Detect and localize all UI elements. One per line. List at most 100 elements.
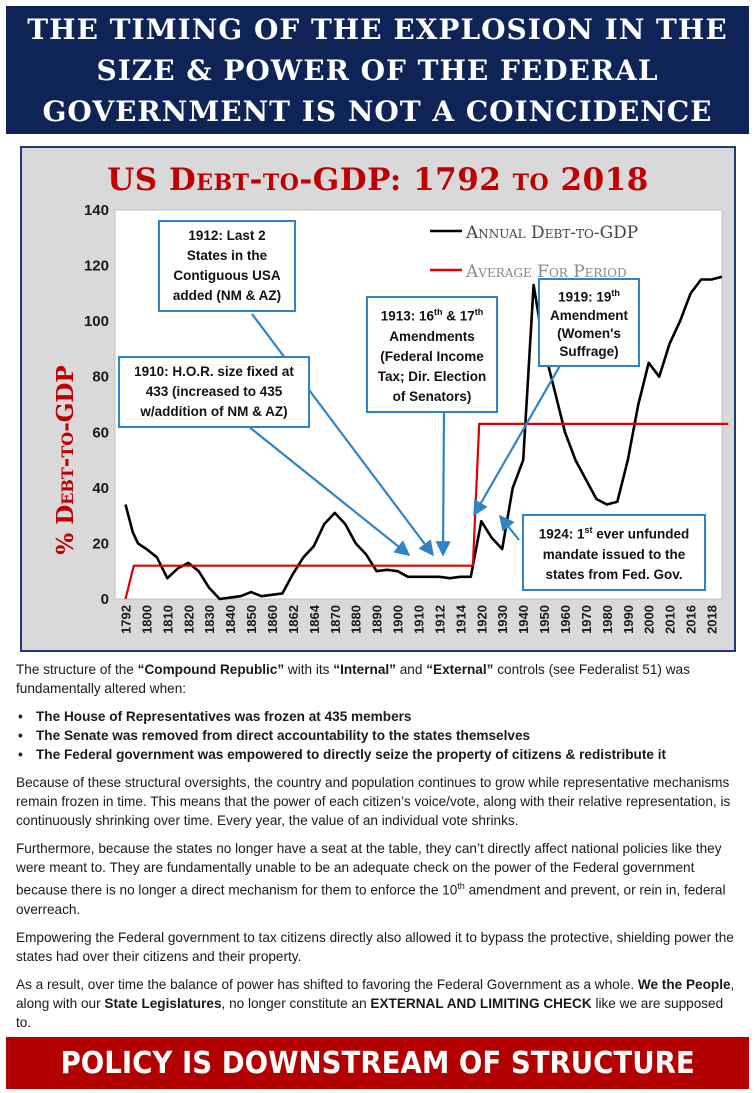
x-tick-label: 1792 [118,605,133,634]
intro-text: and [395,662,427,677]
callout-1924-text: 1924: 1 [538,526,585,542]
x-tick-label: 1860 [265,605,280,634]
intro-paragraph: The structure of the “Compound Republic”… [16,660,738,698]
paragraph: Furthermore, because the states no longe… [16,839,738,919]
x-tick-label: 2000 [642,605,657,634]
callout-1913-line: of Senators) [392,388,472,404]
callout-1924-sup: st [584,525,593,535]
intro-text: with its [284,662,334,677]
y-tick-label: 100 [84,313,109,330]
paragraph-text: As a result, over time the balance of po… [16,976,638,992]
callout-1919-line: Amendment [549,307,628,323]
footer-slogan: POLICY IS DOWNSTREAM OF STRUCTURE [60,1045,695,1081]
bullet-item: The Senate was removed from direct accou… [16,726,738,745]
y-tick-label: 60 [92,424,109,441]
x-tick-label: 1820 [181,605,196,634]
article-body: The structure of the “Compound Republic”… [16,660,738,1041]
paragraph: Empowering the Federal government to tax… [16,929,734,964]
x-tick-label: 1960 [558,605,573,634]
callout-1913-line: 1913: 16th & 17th [372,302,492,327]
intro-bold: “External” [426,662,494,677]
y-tick-label: 140 [84,202,109,219]
bullet-list: The House of Representatives was frozen … [16,707,738,764]
footer-banner: POLICY IS DOWNSTREAM OF STRUCTURE [6,1037,749,1089]
x-tick-label: 1870 [328,605,343,634]
paragraph-bold: State Legislatures [104,995,222,1011]
callout-1910: 1910: H.O.R. size fixed at 433 (increase… [118,356,310,428]
callout-1919-line: (Women's [557,325,621,341]
x-tick-label: 1930 [495,605,510,634]
x-tick-label: 2018 [705,605,720,634]
callout-1919-line: 1919: 19th [544,284,634,307]
paragraph-text: like we are supposed to. [16,995,724,1030]
x-tick-label: 1862 [286,605,301,634]
callout-1924-line: states from Fed. Gov. [545,566,683,582]
callout-1912-line: 1912: Last 2 [188,228,266,243]
x-tick-label: 1914 [453,604,468,634]
callout-1924-line: 1924: 1st ever unfunded [528,520,700,545]
intro-text: controls (see Federalist 51) was fundame… [16,662,690,696]
paragraph-text: Furthermore, because the states no longe… [16,841,722,898]
callout-1913-text: & 17 [442,308,475,324]
period-average-line [124,422,729,600]
x-tick-label: 1890 [370,605,385,634]
x-tick-label: 1950 [537,605,552,634]
callout-arrow [435,408,451,557]
callout-1913-line: Amendments [389,328,475,344]
callout-1912: 1912: Last 2 States in the Contiguous US… [158,220,296,312]
callout-1913-sup: th [434,307,443,317]
callout-1913-text: 1913: 16 [380,308,434,324]
paragraph-bold: EXTERNAL AND LIMITING CHECK [370,995,592,1011]
paragraph-text: , along with our [16,976,735,1011]
callout-1912-line: States in the [186,248,268,263]
x-tick-label: 1810 [160,605,175,634]
x-tick-label: 1990 [621,605,636,634]
x-tick-label: 1830 [202,605,217,634]
header-banner: THE TIMING OF THE EXPLOSION IN THE SIZE … [6,6,749,134]
x-tick-label: 1840 [223,605,238,634]
callout-1912-line: added (NM & AZ) [172,288,282,303]
paragraph: Because of these structural oversights, … [16,775,731,828]
y-tick-label: 0 [101,591,109,608]
y-tick-label: 20 [92,535,109,552]
callout-1910-line: w/addition of NM & AZ) [140,404,288,419]
x-tick-label: 1920 [474,605,489,634]
legend-label: Average For Period [465,262,627,282]
x-tick-label: 1864 [307,604,322,634]
paragraph-text: amendment and prevent, or rein in, feder… [16,882,726,917]
callout-1913: 1913: 16th & 17th Amendments (Federal In… [366,296,498,413]
callout-1919-line: Suffrage) [559,343,619,359]
callout-arrow [237,417,411,556]
x-tick-label: 1912 [432,605,447,634]
page-title: THE TIMING OF THE EXPLOSION IN THE SIZE … [27,12,728,128]
x-tick-label: 1980 [600,605,615,634]
callout-arrow [251,313,434,557]
x-tick-label: 1900 [391,605,406,634]
paragraph-text: , no longer constitute an [221,995,371,1011]
callout-1913-line: Tax; Dir. Election [377,368,487,384]
callout-1912-line: Contiguous USA [173,268,281,283]
legend-label: Annual Debt-to-GDP [465,223,638,243]
x-tick-label: 1850 [244,605,259,634]
bullet-item: The House of Representatives was frozen … [16,707,738,726]
bullet-item: The Federal government was empowered to … [16,745,738,764]
y-tick-label: 40 [92,480,109,497]
callout-1919: 1919: 19th Amendment (Women's Suffrage) [538,278,640,367]
x-tick-label: 1940 [516,605,531,634]
intro-text: The structure of the [16,662,138,677]
x-tick-label: 1800 [139,605,154,634]
paragraph-sup: th [457,881,465,891]
callout-1910-line: 433 (increased to 435 [145,384,283,399]
callout-1913-line: (Federal Income [380,348,484,364]
annual-debt-line [124,275,723,601]
intro-bold: “Internal” [333,662,396,677]
y-axis-label: % Debt-to-GDP [52,365,79,555]
paragraph: As a result, over time the balance of po… [16,975,738,1032]
x-tick-label: 2016 [684,605,699,634]
paragraph-bold: We the People [637,976,731,992]
callout-1919-text: 1919: 19 [558,289,612,305]
x-tick-label: 1910 [412,605,427,634]
intro-bold: “Compound Republic” [137,662,285,677]
x-tick-label: 1970 [579,605,594,634]
x-tick-label: 2010 [663,605,678,634]
